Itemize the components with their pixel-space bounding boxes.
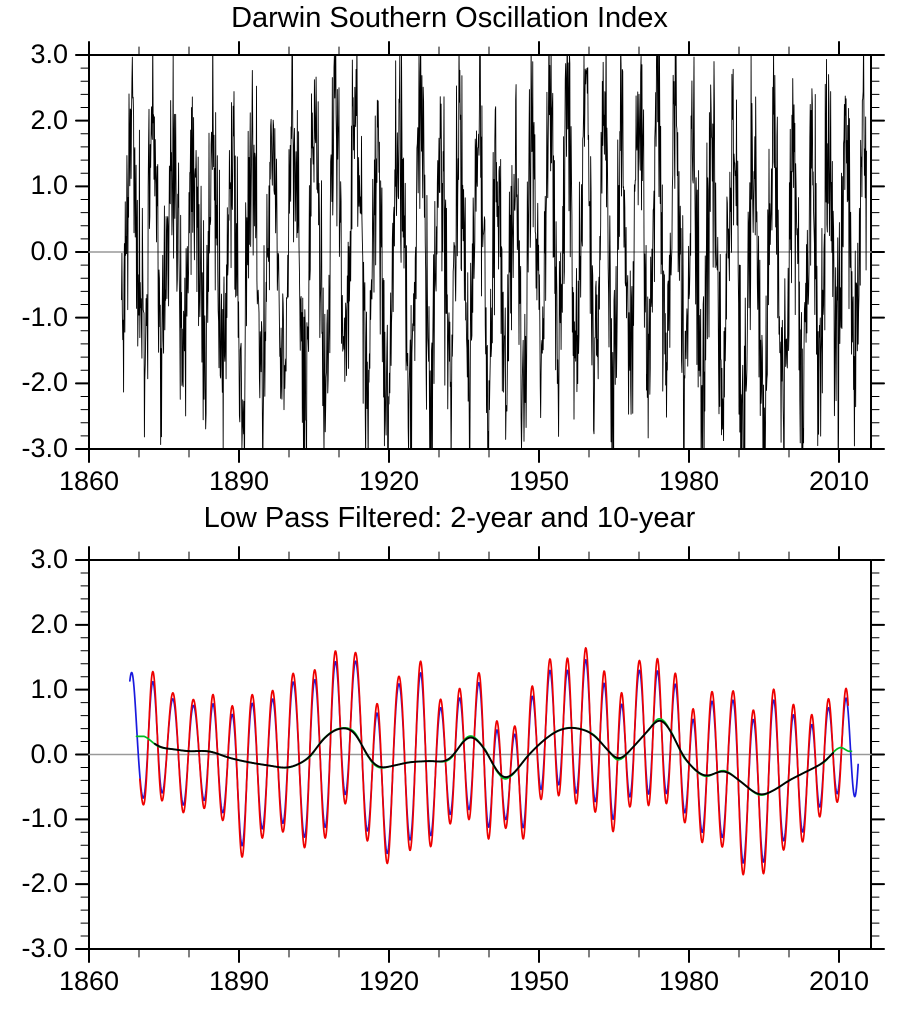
y-axis-tick-label: 1.0 <box>30 170 68 201</box>
bottom-panel-title: Low Pass Filtered: 2-year and 10-year <box>203 502 696 534</box>
x-axis-tick-label: 1860 <box>58 966 120 996</box>
x-axis-tick-label: 1920 <box>358 966 420 996</box>
y-axis-tick-label: -1.0 <box>21 803 68 834</box>
x-axis-tick-label: 1980 <box>658 966 720 996</box>
x-axis-tick-label: 1890 <box>208 966 270 996</box>
x-axis-tick-label: 1860 <box>58 466 120 496</box>
y-axis-tick-label: 1.0 <box>30 673 68 704</box>
y-axis-tick-label: 2.0 <box>30 608 68 639</box>
top-panel-title: Darwin Southern Oscillation Index <box>231 2 668 34</box>
y-axis-tick-label: 3.0 <box>30 38 68 69</box>
y-axis-tick-label: -2.0 <box>21 868 68 899</box>
y-axis-tick-label: -2.0 <box>21 367 68 398</box>
x-axis-tick-label: 2010 <box>808 966 870 996</box>
y-axis-tick-label: 3.0 <box>30 543 68 574</box>
x-axis-tick-label: 1920 <box>358 466 420 496</box>
y-axis-tick-label: 0.0 <box>30 738 68 769</box>
y-axis-tick-label: -3.0 <box>21 432 68 463</box>
y-axis-tick-label: -1.0 <box>21 301 68 332</box>
x-axis-tick-label: 2010 <box>808 466 870 496</box>
y-axis-tick-label: -3.0 <box>21 932 68 963</box>
x-axis-tick-label: 1950 <box>508 966 570 996</box>
y-axis-tick-label: 2.0 <box>30 104 68 135</box>
x-axis-tick-label: 1980 <box>658 466 720 496</box>
x-axis-tick-label: 1950 <box>508 466 570 496</box>
x-axis-tick-label: 1890 <box>208 466 270 496</box>
y-axis-tick-label: 0.0 <box>30 235 68 266</box>
